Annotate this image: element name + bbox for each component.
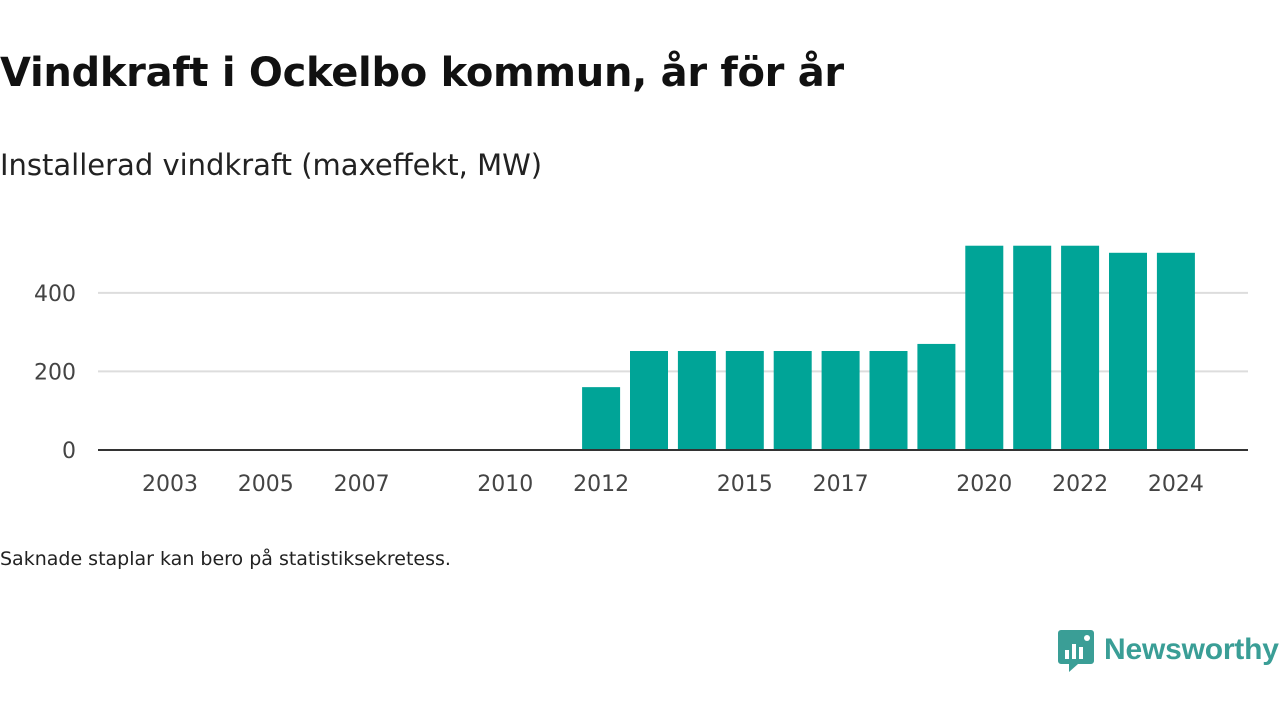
bar-2020 — [965, 245, 1004, 450]
brand-name: Newsworthy — [1104, 633, 1279, 666]
x-tick-label: 2005 — [238, 472, 294, 497]
x-tick-label: 2012 — [573, 472, 629, 497]
bar-2012 — [582, 387, 621, 450]
bar-2014 — [677, 351, 716, 450]
bar-2021 — [1013, 245, 1052, 450]
footnote: Saknade staplar kan bero på statistiksek… — [0, 548, 451, 570]
x-tick-labels: 2003 2005 2007 2010 2012 2015 2017 2020 2022 2024 — [142, 472, 1204, 497]
x-tick-label: 2010 — [477, 472, 533, 497]
x-tick-label: 2015 — [717, 472, 773, 497]
x-tick-label: 2020 — [956, 472, 1012, 497]
bars — [582, 245, 1195, 450]
bar-2023 — [1109, 252, 1147, 450]
bar-2015 — [725, 351, 764, 450]
bar-2016 — [773, 351, 812, 450]
y-tick-label: 400 — [34, 282, 76, 307]
y-tick-labels: 0 200 400 — [34, 282, 76, 464]
newsworthy-logo-icon — [1058, 630, 1094, 672]
bar-2022 — [1061, 245, 1100, 450]
bar-2018 — [869, 351, 908, 450]
y-tick-label: 200 — [34, 360, 76, 385]
gridlines — [98, 291, 1248, 373]
newsworthy-logo: Newsworthy — [1058, 628, 1279, 672]
bar-2017 — [821, 351, 860, 450]
bar-2013 — [630, 351, 668, 450]
bar-chart: 0 200 400 2003 2005 2007 2010 2012 2015 2017 2020… — [34, 245, 1248, 497]
chart-title: Vindkraft i Ockelbo kommun, år för år — [0, 50, 844, 96]
y-tick-label: 0 — [62, 439, 76, 464]
x-tick-label: 2007 — [334, 472, 390, 497]
x-tick-label: 2024 — [1148, 472, 1204, 497]
x-tick-label: 2017 — [813, 472, 869, 497]
bar-2019 — [917, 343, 956, 450]
x-tick-label: 2003 — [142, 472, 198, 497]
x-tick-label: 2022 — [1052, 472, 1108, 497]
chart-subtitle: Installerad vindkraft (maxeffekt, MW) — [0, 148, 543, 182]
bar-2024 — [1156, 252, 1195, 450]
